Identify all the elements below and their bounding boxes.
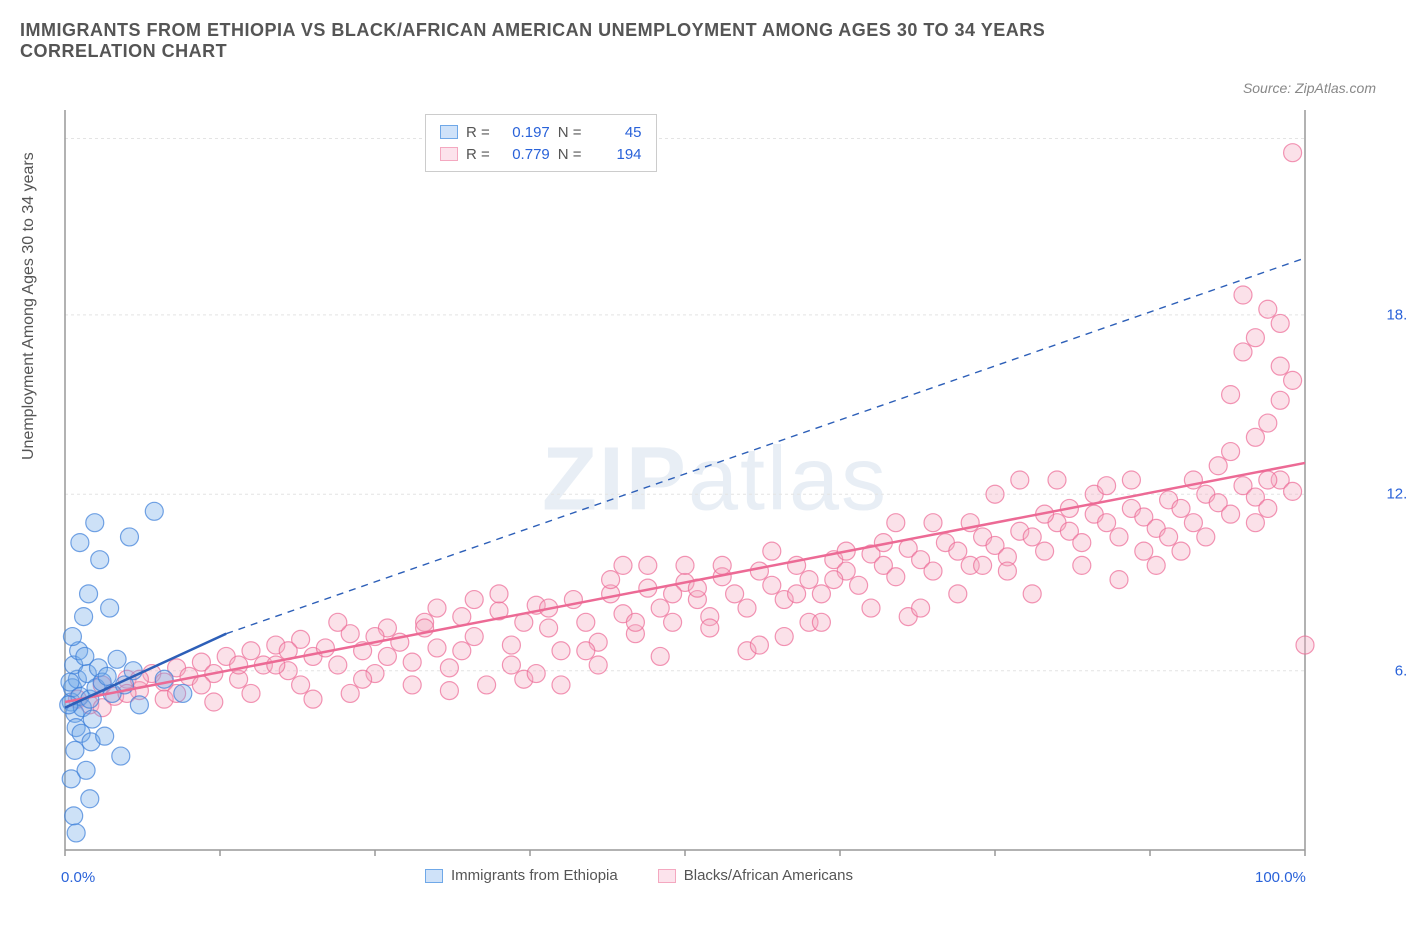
legend-label-ethiopia: Immigrants from Ethiopia xyxy=(451,867,618,884)
legend-row-black: R = 0.779 N = 194 xyxy=(440,143,642,165)
source-attribution: Source: ZipAtlas.com xyxy=(1243,80,1376,96)
legend-correlation: R = 0.197 N = 45 R = 0.779 N = 194 xyxy=(425,114,657,172)
legend-item-black: Blacks/African Americans xyxy=(658,867,853,884)
chart-area: ZIPatlas R = 0.197 N = 45 R = 0.779 N = … xyxy=(65,110,1365,880)
y-tick-label: 6.3% xyxy=(1395,662,1406,679)
swatch-ethiopia-icon xyxy=(425,869,443,883)
r-value-ethiopia: 0.197 xyxy=(498,124,550,141)
legend-item-ethiopia: Immigrants from Ethiopia xyxy=(425,867,618,884)
legend-series: Immigrants from Ethiopia Blacks/African … xyxy=(425,867,853,884)
scatter-plot xyxy=(65,110,1305,854)
y-tick-label: 12.5% xyxy=(1386,486,1406,503)
r-label: R = xyxy=(466,146,490,163)
x-tick-label: 0.0% xyxy=(61,869,95,886)
r-label: R = xyxy=(466,124,490,141)
legend-row-ethiopia: R = 0.197 N = 45 xyxy=(440,121,642,143)
swatch-black xyxy=(440,147,458,161)
r-value-black: 0.779 xyxy=(498,146,550,163)
x-tick-label: 100.0% xyxy=(1255,869,1306,886)
swatch-ethiopia xyxy=(440,125,458,139)
n-value-black: 194 xyxy=(590,146,642,163)
n-value-ethiopia: 45 xyxy=(590,124,642,141)
y-tick-label: 18.8% xyxy=(1386,306,1406,323)
legend-label-black: Blacks/African Americans xyxy=(684,867,853,884)
n-label: N = xyxy=(558,146,582,163)
y-axis-label: Unemployment Among Ages 30 to 34 years xyxy=(20,152,38,460)
chart-title: IMMIGRANTS FROM ETHIOPIA VS BLACK/AFRICA… xyxy=(20,20,1120,62)
n-label: N = xyxy=(558,124,582,141)
swatch-black-icon xyxy=(658,869,676,883)
